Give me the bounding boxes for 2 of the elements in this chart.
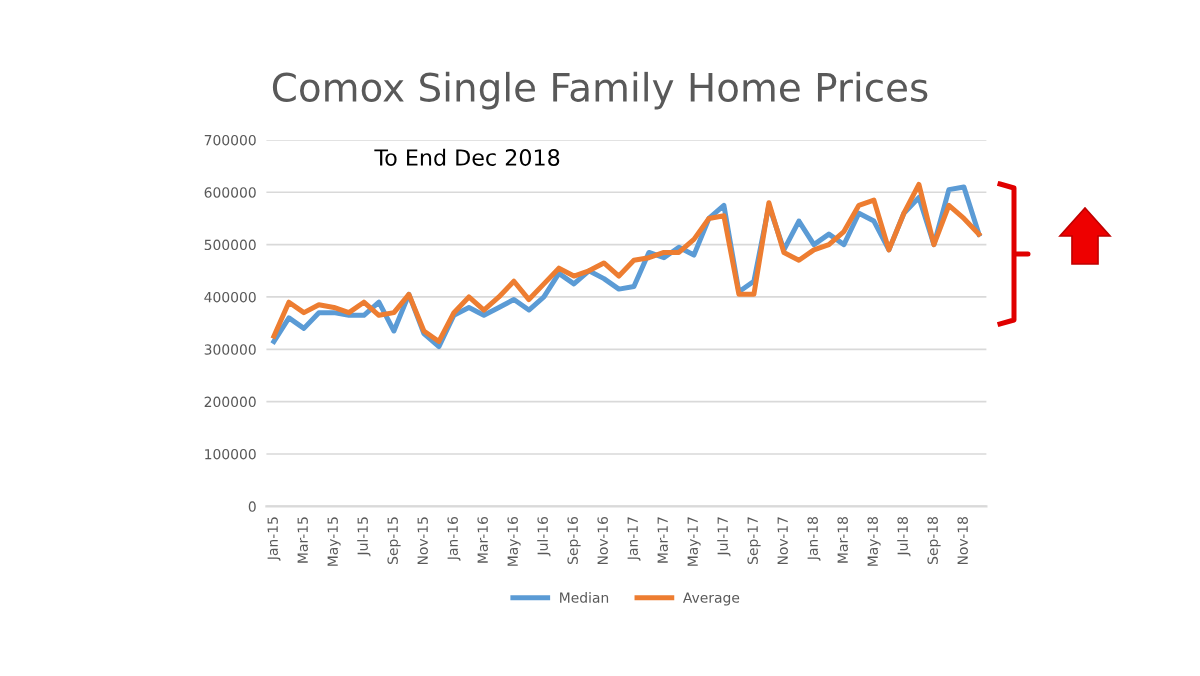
annotation: To End Dec 2018	[374, 148, 560, 166]
chart-title: Comox Single Family Home Prices	[272, 71, 928, 110]
